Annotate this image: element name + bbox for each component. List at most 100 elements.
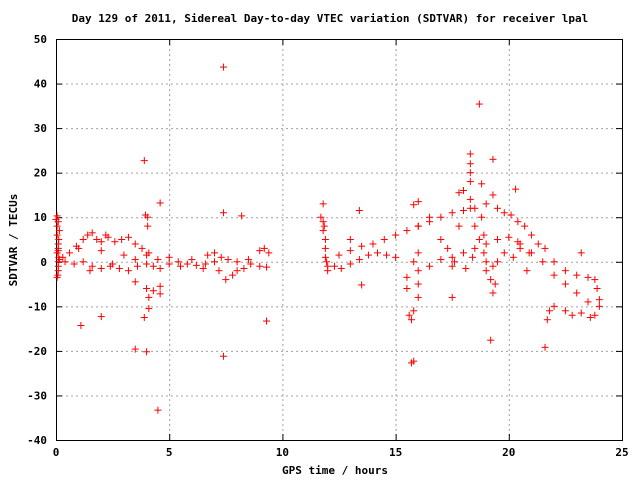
data-point xyxy=(364,251,372,259)
data-point xyxy=(143,348,151,356)
data-point xyxy=(149,287,157,295)
data-point xyxy=(516,244,524,252)
data-point xyxy=(131,345,139,353)
data-points xyxy=(52,63,603,414)
data-point xyxy=(70,260,78,268)
data-point xyxy=(156,264,164,272)
x-tick-label: 25 xyxy=(615,446,628,459)
data-point xyxy=(426,213,434,221)
data-point xyxy=(120,251,128,259)
data-point xyxy=(247,260,255,268)
data-point xyxy=(593,285,601,293)
data-point xyxy=(460,186,468,194)
data-point xyxy=(414,267,422,275)
data-point xyxy=(86,267,94,275)
data-point xyxy=(437,256,445,264)
data-point xyxy=(539,258,547,266)
data-point xyxy=(55,236,63,243)
y-tick-label: 50 xyxy=(34,33,47,46)
data-point xyxy=(263,317,271,325)
data-point xyxy=(215,267,223,275)
data-point xyxy=(577,249,585,257)
data-point xyxy=(177,262,185,270)
data-point xyxy=(138,244,146,252)
data-point xyxy=(233,258,241,266)
data-point xyxy=(134,262,142,270)
data-point xyxy=(493,258,501,266)
data-point xyxy=(478,213,486,221)
data-point xyxy=(321,244,329,252)
data-point xyxy=(324,267,332,275)
data-point xyxy=(541,244,549,252)
data-point xyxy=(500,209,508,217)
data-point xyxy=(131,240,139,248)
data-point xyxy=(448,293,456,301)
data-point xyxy=(410,258,418,266)
data-point xyxy=(220,63,228,71)
data-point xyxy=(199,264,207,272)
data-point xyxy=(54,247,62,255)
x-tick-label: 10 xyxy=(276,446,289,459)
data-point xyxy=(124,267,132,275)
y-tick-label: -10 xyxy=(27,300,47,313)
data-point xyxy=(355,256,363,264)
data-point xyxy=(337,264,345,272)
data-point xyxy=(471,244,479,252)
data-point xyxy=(392,231,400,239)
y-tick-label: -40 xyxy=(27,434,47,447)
data-point xyxy=(550,271,558,279)
x-tick-label: 15 xyxy=(389,446,402,459)
data-point xyxy=(224,256,232,264)
data-point xyxy=(156,290,164,298)
data-point xyxy=(79,236,87,243)
data-point xyxy=(201,260,209,268)
data-point xyxy=(462,264,470,272)
data-point xyxy=(466,195,474,203)
data-point xyxy=(437,236,445,243)
data-point xyxy=(321,236,329,243)
data-point xyxy=(410,357,418,365)
data-point xyxy=(54,218,62,226)
data-point xyxy=(77,321,85,329)
data-point xyxy=(584,273,592,281)
data-point xyxy=(546,307,554,315)
data-point xyxy=(220,352,228,360)
data-point xyxy=(61,258,69,266)
data-point xyxy=(131,256,139,264)
data-point xyxy=(256,262,264,270)
y-tick-label: -20 xyxy=(27,345,47,358)
data-point xyxy=(466,160,474,168)
data-point xyxy=(154,406,162,414)
data-point xyxy=(493,204,501,212)
grid-lines xyxy=(56,39,622,440)
y-tick-label: 20 xyxy=(34,167,47,180)
data-point xyxy=(448,253,456,261)
data-point xyxy=(527,231,535,239)
data-point xyxy=(75,244,83,252)
y-tick-label: 40 xyxy=(34,78,47,91)
data-point xyxy=(509,253,517,261)
data-point xyxy=(204,251,212,259)
data-point xyxy=(323,258,331,266)
data-point xyxy=(140,313,148,321)
data-point xyxy=(188,256,196,264)
x-tick-label: 5 xyxy=(166,446,173,459)
data-point xyxy=(143,251,151,259)
data-point xyxy=(97,247,105,255)
data-point xyxy=(448,209,456,217)
data-point xyxy=(102,231,110,239)
data-point xyxy=(244,256,252,264)
data-point xyxy=(568,311,576,319)
data-point xyxy=(584,298,592,306)
data-point xyxy=(174,258,182,266)
data-point xyxy=(525,249,533,257)
data-point xyxy=(140,157,148,165)
data-point xyxy=(514,238,522,246)
data-point xyxy=(319,218,327,226)
x-tick-label: 20 xyxy=(502,446,515,459)
data-point xyxy=(489,289,497,297)
data-point xyxy=(144,222,152,230)
data-point xyxy=(414,280,422,288)
data-point xyxy=(586,313,594,321)
data-point xyxy=(93,236,101,243)
